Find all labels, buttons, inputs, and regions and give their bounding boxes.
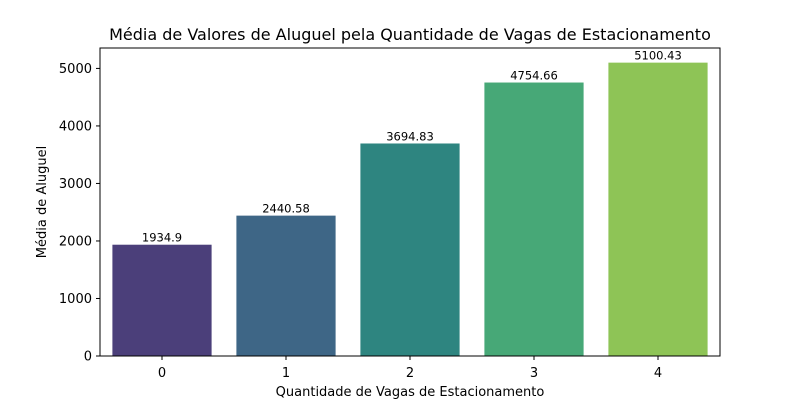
chart-title: Média de Valores de Aluguel pela Quantid…	[109, 25, 711, 44]
y-tick-label-5000: 5000	[59, 62, 92, 77]
x-tick-label-2: 2	[406, 366, 414, 381]
data-label-0: 1934.9	[142, 231, 182, 245]
y-tick-label-2000: 2000	[59, 234, 92, 249]
data-label-1: 2440.58	[262, 202, 310, 216]
y-tick-label-4000: 4000	[59, 119, 92, 134]
bar-0	[112, 244, 212, 356]
x-tick-label-3: 3	[530, 366, 538, 381]
bar-4	[608, 62, 708, 356]
y-tick-label-1000: 1000	[59, 292, 92, 307]
x-axis-label: Quantidade de Vagas de Estacionamento	[276, 385, 545, 400]
x-tick-label-4: 4	[654, 366, 662, 381]
bar-3	[484, 82, 584, 356]
bar-1	[236, 215, 336, 356]
bars-layer: 1934.9 2440.58 3694.83 4754.66 5100.43	[112, 49, 708, 356]
y-tick-label-3000: 3000	[59, 177, 92, 192]
bar-2	[360, 143, 460, 356]
data-label-2: 3694.83	[386, 129, 434, 143]
data-label-3: 4754.66	[510, 69, 558, 83]
y-axis-label: Média de Aluguel	[35, 146, 50, 258]
x-tick-label-1: 1	[282, 366, 290, 381]
x-tick-label-0: 0	[158, 366, 166, 381]
plot-area-border	[99, 47, 721, 357]
ticks-layer: 0 1 2 3 4 0 1000 2000 3000 4000 5000	[59, 62, 662, 381]
plot-frame	[99, 47, 721, 357]
data-label-4: 5100.43	[634, 49, 682, 63]
y-tick-label-0: 0	[84, 350, 92, 365]
